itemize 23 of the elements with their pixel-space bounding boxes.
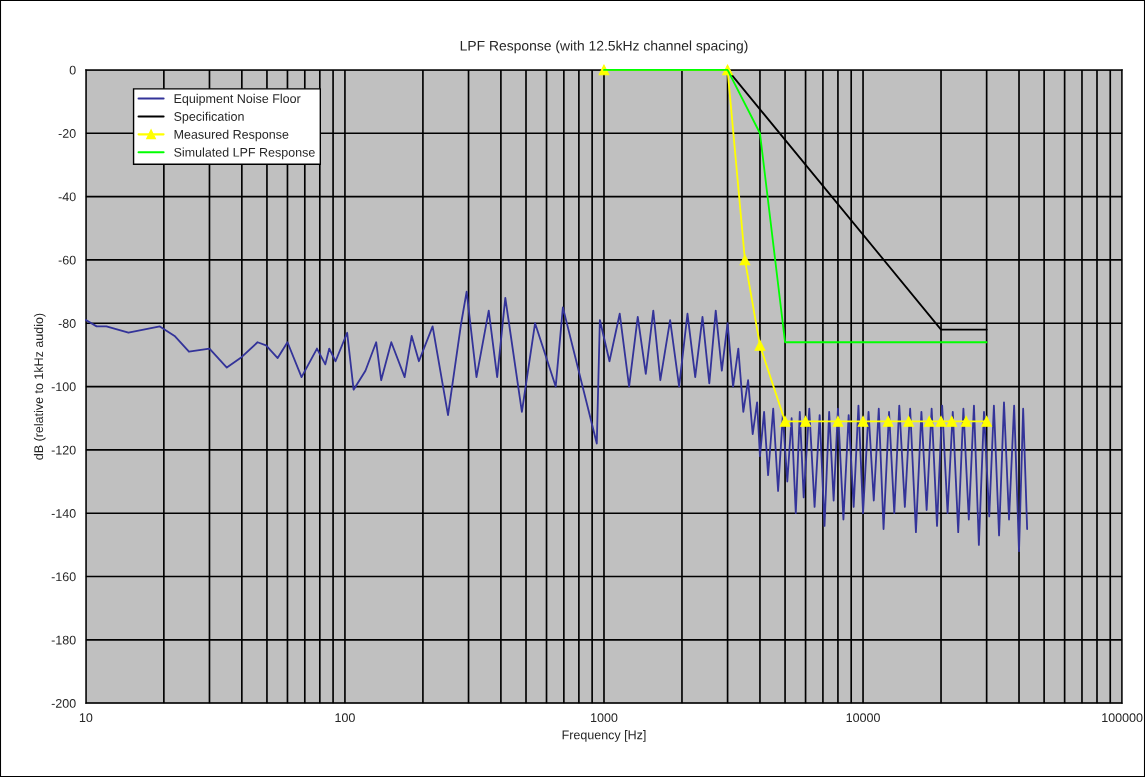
y-tick-label: -140: [51, 509, 76, 518]
x-tick-label: 10000: [846, 713, 880, 723]
x-tick-label: 10: [79, 713, 93, 723]
y-tick-label: -60: [58, 255, 76, 265]
y-tick-label: -40: [58, 192, 76, 202]
x-tick-label: 100: [335, 713, 355, 723]
y-tick-label: -160: [51, 572, 76, 582]
y-tick-label: -180: [51, 635, 76, 645]
legend-label: Measured Response: [174, 129, 289, 142]
x-tick-label: 1000: [591, 713, 618, 723]
y-tick-label: -80: [58, 319, 76, 328]
legend-label: Equipment Noise Floor: [174, 93, 301, 106]
y-tick-label: 0: [69, 65, 76, 75]
y-tick-label: -100: [51, 382, 76, 392]
x-axis-title: Frequency [Hz]: [562, 730, 646, 742]
y-tick-label: -120: [51, 445, 76, 455]
legend-label: Simulated LPF Response: [174, 147, 315, 160]
chart-title: LPF Response (with 12.5kHz channel spacing): [460, 40, 748, 54]
legend-label: Specification: [174, 111, 244, 124]
y-tick-label: -200: [51, 698, 76, 708]
y-axis-title: dB (relative to 1kHz audio): [33, 313, 46, 460]
y-tick-label: -20: [58, 129, 76, 138]
x-tick-label: 100000: [1102, 713, 1143, 723]
